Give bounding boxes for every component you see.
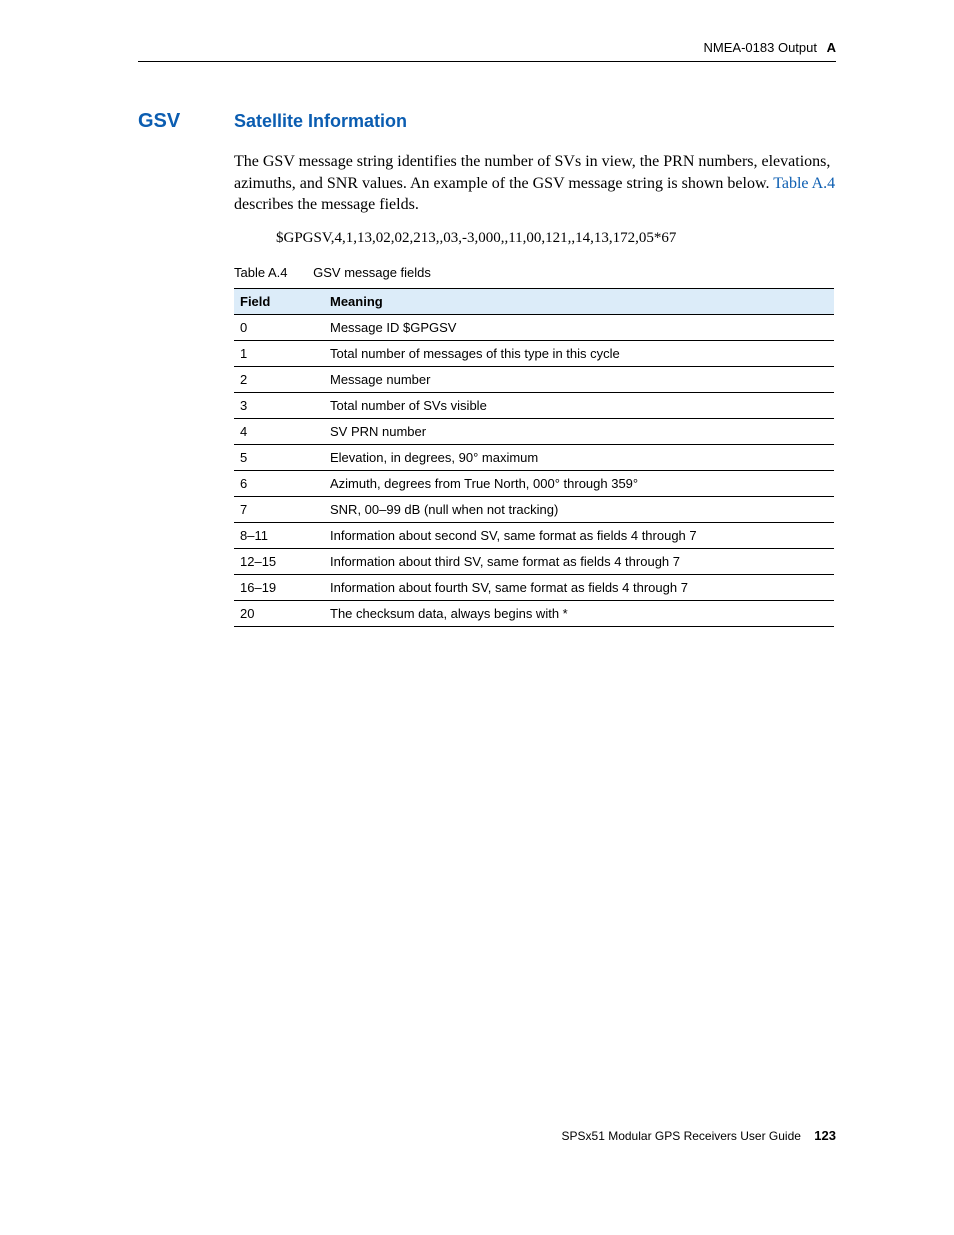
table-row: 2Message number (234, 366, 834, 392)
cell-meaning: Information about fourth SV, same format… (324, 574, 834, 600)
table-row: 3Total number of SVs visible (234, 392, 834, 418)
table-row: 0Message ID $GPGSV (234, 314, 834, 340)
table-cross-ref-link[interactable]: Table A.4 (773, 175, 835, 192)
page-footer: SPSx51 Modular GPS Receivers User Guide … (562, 1128, 836, 1143)
cell-field: 1 (234, 340, 324, 366)
section-heading-row: GSV Satellite Information (138, 110, 836, 133)
page: NMEA-0183 Output A GSV Satellite Informa… (0, 0, 954, 1235)
table-row: 12–15Information about third SV, same fo… (234, 548, 834, 574)
cell-meaning: Total number of messages of this type in… (324, 340, 834, 366)
cell-meaning: SV PRN number (324, 418, 834, 444)
cell-meaning: Elevation, in degrees, 90° maximum (324, 444, 834, 470)
cell-meaning: Total number of SVs visible (324, 392, 834, 418)
table-row: 6Azimuth, degrees from True North, 000° … (234, 470, 834, 496)
cell-meaning: Azimuth, degrees from True North, 000° t… (324, 470, 834, 496)
table-row: 1Total number of messages of this type i… (234, 340, 834, 366)
header-label: NMEA-0183 Output (704, 40, 817, 55)
cell-field: 2 (234, 366, 324, 392)
table-caption: Table A.4 GSV message fields (234, 265, 836, 280)
cell-meaning: SNR, 00–99 dB (null when not tracking) (324, 496, 834, 522)
cell-field: 12–15 (234, 548, 324, 574)
table-row: 7SNR, 00–99 dB (null when not tracking) (234, 496, 834, 522)
body-column: The GSV message string identifies the nu… (234, 151, 836, 627)
table-row: 20The checksum data, always begins with … (234, 600, 834, 626)
intro-paragraph: The GSV message string identifies the nu… (234, 151, 836, 216)
table-row: 16–19Information about fourth SV, same f… (234, 574, 834, 600)
gsv-fields-table: Field Meaning 0Message ID $GPGSV 1Total … (234, 288, 834, 627)
cell-meaning: Information about second SV, same format… (324, 522, 834, 548)
cell-field: 3 (234, 392, 324, 418)
para-after-link: describes the message fields. (234, 196, 419, 213)
cell-field: 4 (234, 418, 324, 444)
cell-meaning: Message number (324, 366, 834, 392)
table-row: 8–11Information about second SV, same fo… (234, 522, 834, 548)
cell-meaning: The checksum data, always begins with * (324, 600, 834, 626)
col-header-meaning: Meaning (324, 288, 834, 314)
page-header: NMEA-0183 Output A (138, 40, 836, 62)
footer-text: SPSx51 Modular GPS Receivers User Guide (562, 1129, 801, 1143)
cell-meaning: Information about third SV, same format … (324, 548, 834, 574)
table-row: 4SV PRN number (234, 418, 834, 444)
table-row: 5Elevation, in degrees, 90° maximum (234, 444, 834, 470)
table-caption-text: GSV message fields (313, 265, 431, 280)
footer-page-number: 123 (814, 1128, 836, 1143)
table-caption-number: Table A.4 (234, 265, 288, 280)
col-header-field: Field (234, 288, 324, 314)
cell-field: 8–11 (234, 522, 324, 548)
cell-field: 16–19 (234, 574, 324, 600)
para-before-link: The GSV message string identifies the nu… (234, 153, 830, 192)
cell-field: 6 (234, 470, 324, 496)
header-appendix: A (827, 40, 836, 55)
table-header-row: Field Meaning (234, 288, 834, 314)
example-string: $GPGSV,4,1,13,02,02,213,,03,-3,000,,11,0… (276, 230, 836, 247)
section-title: Satellite Information (234, 111, 407, 132)
cell-meaning: Message ID $GPGSV (324, 314, 834, 340)
cell-field: 5 (234, 444, 324, 470)
cell-field: 0 (234, 314, 324, 340)
section-key: GSV (138, 110, 234, 133)
cell-field: 7 (234, 496, 324, 522)
cell-field: 20 (234, 600, 324, 626)
